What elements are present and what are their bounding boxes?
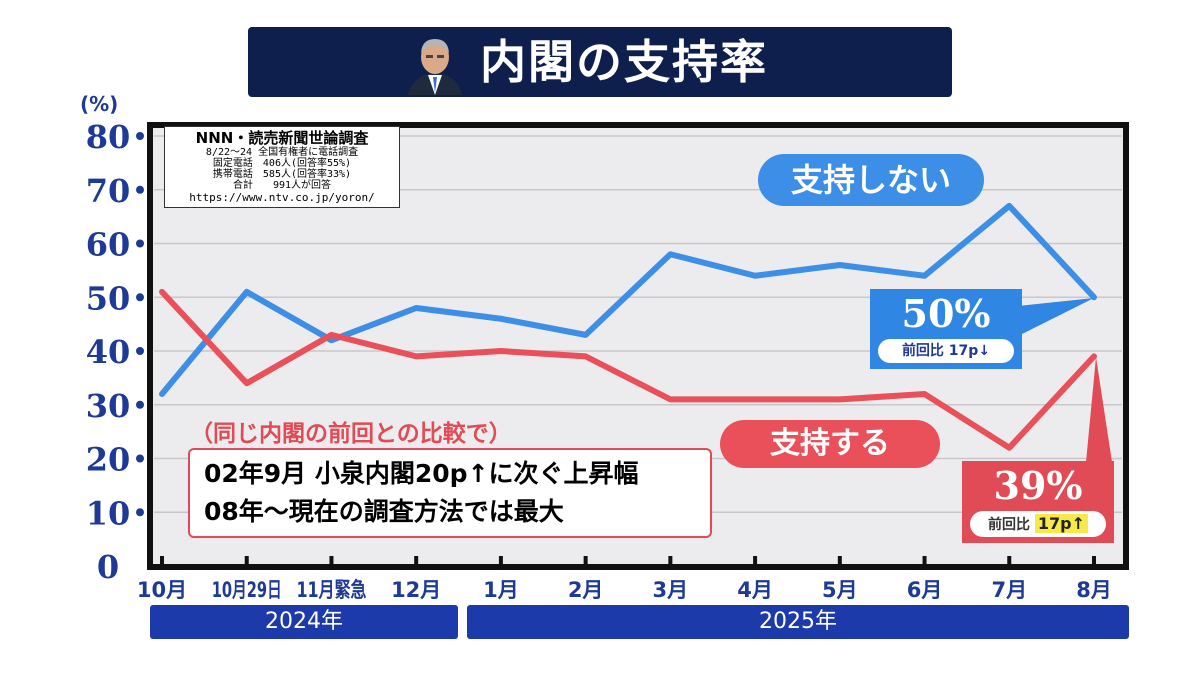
data-point — [668, 252, 672, 256]
data-point — [753, 397, 757, 401]
y-tick-dot — [136, 185, 144, 194]
data-point — [923, 392, 927, 396]
data-point — [668, 397, 672, 401]
y-tick-label: 80 — [86, 118, 131, 156]
data-point — [584, 333, 588, 337]
data-point — [499, 317, 503, 321]
x-tick-label: 8月 — [1076, 578, 1112, 602]
y-tick-label: 0 — [97, 548, 119, 586]
data-point — [1092, 354, 1096, 358]
callout-pointer-disapprove — [1018, 298, 1094, 336]
data-point — [329, 333, 333, 337]
data-point — [160, 392, 164, 396]
callout-approve: 39% 前回比 17p↑ — [962, 461, 1114, 543]
callout-approve-change: 前回比 17p↑ — [970, 511, 1106, 537]
x-tick-label: 1月 — [483, 578, 519, 602]
x-tick-label: 10月29日 — [212, 578, 282, 602]
source-line: 合計 991人が回答 — [232, 180, 332, 191]
callout-disapprove: 50% 前回比 17p↓ — [870, 289, 1022, 369]
y-tick-dot — [136, 508, 144, 517]
y-tick-dot — [136, 239, 144, 248]
data-point — [414, 354, 418, 358]
x-tick-label: 2月 — [568, 578, 604, 602]
x-tick-label: 10月 — [137, 578, 187, 602]
x-tick-label: 3月 — [653, 578, 689, 602]
data-point — [245, 381, 249, 385]
comparison-line-1: 02年9月 小泉内閣20p↑に次ぐ上昇幅 — [204, 459, 639, 488]
data-point — [1007, 204, 1011, 208]
source-line: 8/22〜24 全国有権者に電話調査 — [205, 147, 359, 158]
data-point — [753, 274, 757, 278]
x-tick-label: 12月 — [391, 578, 441, 602]
source-line: 携帯電話 585人(回答率33%) — [212, 169, 352, 180]
data-point — [923, 274, 927, 278]
comparison-line-2: 08年〜現在の調査方法では最大 — [204, 497, 564, 526]
y-tick-label: 30 — [86, 387, 131, 425]
data-point — [245, 290, 249, 294]
series-label-approve: 支持する — [720, 420, 940, 468]
year-bar-2025: 2025年 — [467, 605, 1129, 639]
x-tick-label: 4月 — [737, 578, 773, 602]
callout-approve-change-value: 17p↑ — [1034, 514, 1088, 533]
source-url: https://www.ntv.co.jp/yoron/ — [189, 191, 375, 204]
callout-disapprove-percent: 50% — [901, 291, 991, 336]
comparison-heading: （同じ内閣の前回との比較で） — [190, 421, 512, 447]
x-tick-label: 7月 — [991, 578, 1027, 602]
title-bar: 内閣の支持率 — [248, 27, 952, 97]
source-line: 固定電話 406人(回答率55%) — [212, 158, 352, 169]
data-point — [1007, 446, 1011, 450]
y-tick-dot — [136, 454, 144, 463]
comparison-box: 02年9月 小泉内閣20p↑に次ぐ上昇幅 08年〜現在の調査方法では最大 — [188, 448, 712, 538]
y-tick-label: 60 — [86, 226, 131, 264]
year-bar-2024: 2024年 — [150, 605, 458, 639]
x-tick-label: 6月 — [907, 578, 943, 602]
series-line-approve — [159, 288, 1097, 451]
callout-disapprove-change: 前回比 17p↓ — [878, 339, 1014, 363]
data-point — [414, 306, 418, 310]
series-label-disapprove: 支持しない — [758, 154, 984, 206]
x-tick-label: 11月緊急 — [296, 578, 366, 602]
source-title: NNN・読売新聞世論調査 — [195, 129, 369, 147]
callout-approve-percent: 39% — [993, 463, 1083, 508]
data-point — [329, 338, 333, 342]
y-tick-dot — [136, 293, 144, 302]
y-tick-label: 40 — [86, 333, 131, 371]
y-tick-label: 50 — [86, 279, 131, 317]
y-tick-dot — [136, 400, 144, 409]
data-point — [584, 354, 588, 358]
y-axis-unit-label: (%) — [80, 92, 119, 116]
y-tick-dot — [136, 132, 144, 140]
y-tick-label: 70 — [86, 172, 131, 210]
series-line-disapprove — [159, 202, 1097, 397]
data-point — [1092, 295, 1096, 299]
data-point — [838, 263, 842, 267]
y-tick-label: 10 — [86, 494, 131, 532]
callout-pointer-approve — [1086, 357, 1112, 462]
callout-approve-change-prefix: 前回比 — [988, 517, 1035, 533]
prime-minister-photo — [404, 31, 466, 95]
x-tick-label: 5月 — [822, 578, 858, 602]
data-point — [838, 397, 842, 401]
survey-source-box: NNN・読売新聞世論調査 8/22〜24 全国有権者に電話調査 固定電話 406… — [164, 126, 400, 208]
data-point — [160, 290, 164, 294]
y-tick-label: 20 — [86, 441, 131, 479]
data-point — [499, 349, 503, 353]
y-tick-dot — [136, 347, 144, 355]
chart-title: 内閣の支持率 — [480, 35, 768, 89]
